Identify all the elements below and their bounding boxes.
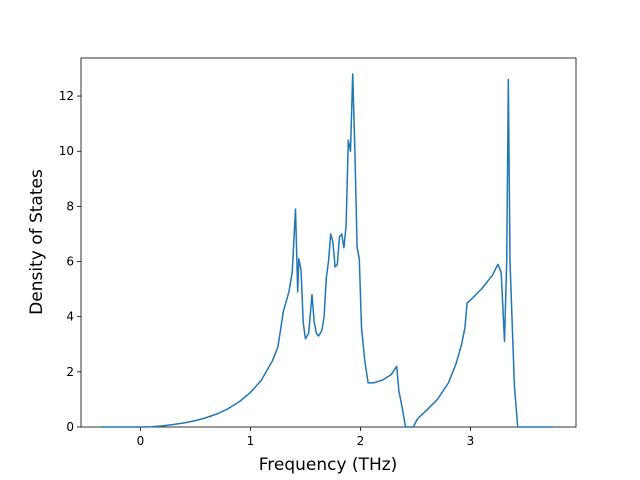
x-tick-label: 3 [467,434,475,448]
y-tick-label: 8 [66,199,74,213]
y-tick-label: 2 [66,365,74,379]
x-tick-label: 2 [357,434,365,448]
plot-frame [80,57,577,428]
x-axis-label: Frequency (THz) [259,455,398,475]
data-line [101,73,553,428]
y-tick-label: 0 [66,420,74,434]
y-tick-label: 10 [59,144,74,158]
y-tick-label: 12 [59,89,74,103]
y-axis-label: Density of States [27,169,47,315]
y-tick-label: 4 [66,310,74,324]
x-tick-label: 1 [247,434,255,448]
x-tick-label: 0 [137,434,145,448]
y-tick-label: 6 [66,255,74,269]
